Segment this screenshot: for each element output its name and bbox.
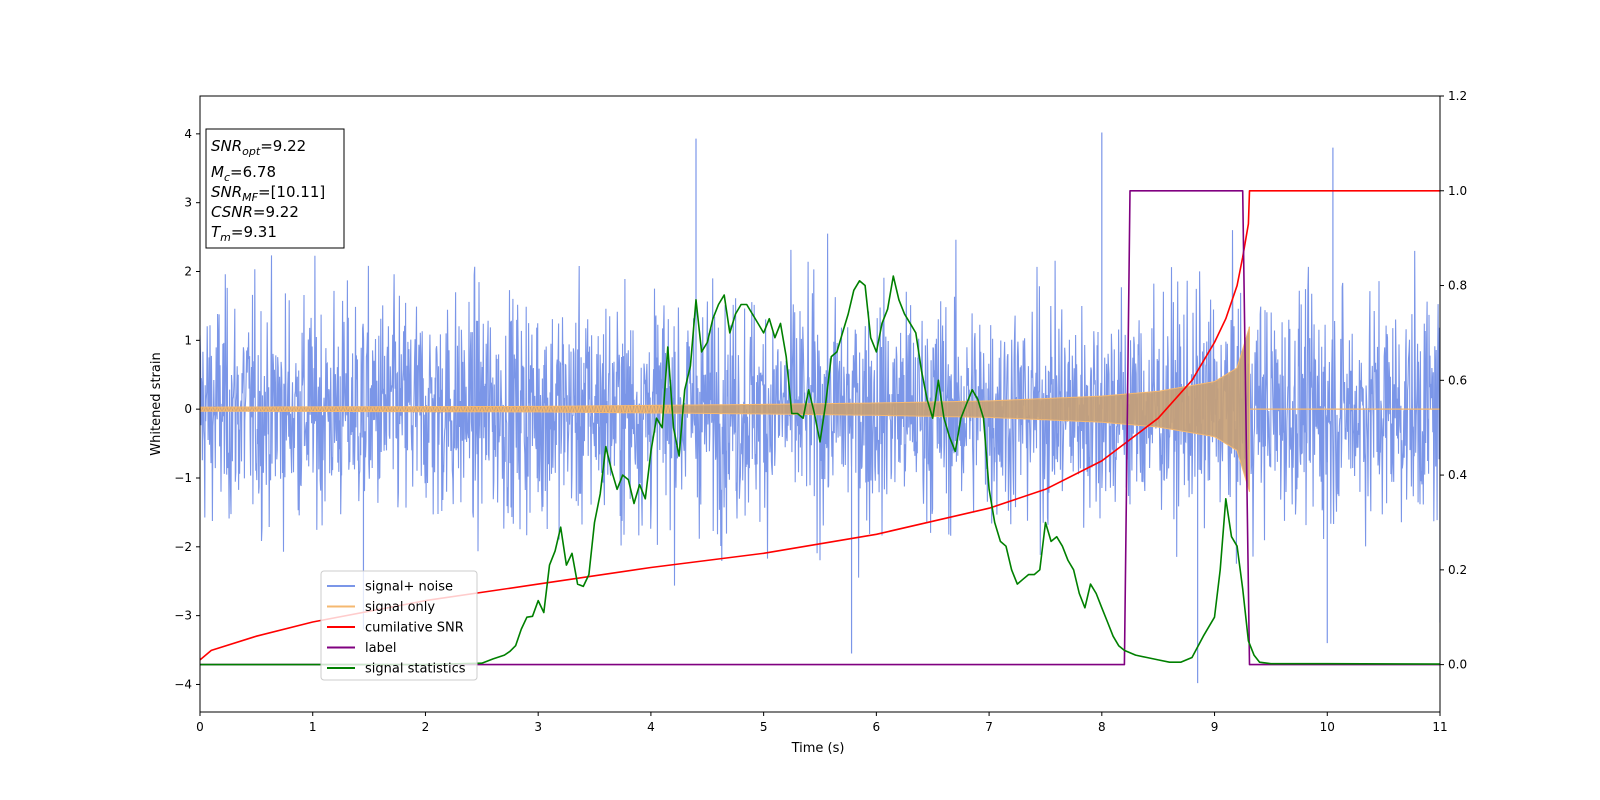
y-axis-label: Whitened strain xyxy=(149,352,164,455)
x-axis-label: Time (s) xyxy=(791,741,845,756)
y2-tick-label: 0.8 xyxy=(1448,279,1467,293)
series-label xyxy=(200,190,1440,666)
x-tick-label: 8 xyxy=(1098,720,1106,734)
annotation-line: CSNR=9.22 xyxy=(211,203,299,221)
y-tick-label: 3 xyxy=(184,196,192,210)
x-tick-label: 3 xyxy=(534,720,542,734)
y-tick-label: 1 xyxy=(184,333,192,347)
y-axis-right: 0.0 0.2 0.4 0.6 0.8 1.0 1.2 xyxy=(1440,89,1467,672)
series-signal-statistics xyxy=(200,275,1440,666)
x-tick-label: 6 xyxy=(873,720,881,734)
series-signal-only xyxy=(200,326,1440,492)
legend: signal+ noise signal only cumilative SNR la… xyxy=(320,570,478,681)
x-tick-label: 11 xyxy=(1432,720,1447,734)
annotation-line: SNRopt=9.22 xyxy=(211,137,306,158)
annotation-line: SNRMF=[10.11] xyxy=(211,183,325,204)
annotation-frame xyxy=(205,128,345,249)
y-axis-left: −4 −3 −2 −1 0 1 2 3 4 xyxy=(174,127,200,691)
y-tick-label: 2 xyxy=(184,265,192,279)
y2-tick-label: 0.6 xyxy=(1448,373,1467,387)
y2-tick-label: 0.4 xyxy=(1448,468,1467,482)
x-tick-label: 1 xyxy=(309,720,317,734)
y2-tick-label: 1.2 xyxy=(1448,89,1467,103)
y2-tick-label: 0.2 xyxy=(1448,563,1467,577)
legend-label: cumilative SNR xyxy=(365,621,464,636)
annotation-box: SNRopt=9.22 Mc=6.78SNRMF=[10.11]CSNR=9.22… xyxy=(205,128,345,249)
y2-tick-label: 0.0 xyxy=(1448,658,1467,672)
y2-tick-label: 1.0 xyxy=(1448,184,1467,198)
chirp-wave xyxy=(200,404,674,415)
x-tick-label: 4 xyxy=(647,720,655,734)
x-tick-label: 2 xyxy=(422,720,430,734)
x-tick-label: 5 xyxy=(760,720,768,734)
y-tick-label: 0 xyxy=(184,402,192,416)
x-tick-label: 10 xyxy=(1320,720,1335,734)
annotation-line: Tm=9.31 xyxy=(211,223,277,244)
series-line xyxy=(200,190,1440,666)
legend-label: signal+ noise xyxy=(365,580,453,595)
y-tick-label: 4 xyxy=(184,127,192,141)
legend-label: signal statistics xyxy=(365,662,466,677)
plot-frame xyxy=(199,95,1441,713)
x-tick-label: 7 xyxy=(985,720,993,734)
legend-label: label xyxy=(365,641,396,656)
x-tick-label: 9 xyxy=(1211,720,1219,734)
y-tick-label: −3 xyxy=(174,609,192,623)
chirp-envelope xyxy=(200,326,1250,492)
legend-frame xyxy=(320,570,478,681)
legend-label: signal only xyxy=(365,600,435,615)
y-tick-label: −2 xyxy=(174,540,192,554)
series-line xyxy=(200,275,1440,666)
y-tick-label: −1 xyxy=(174,471,192,485)
x-axis: 0 1 2 3 4 5 6 7 8 9 10 11 xyxy=(196,712,1448,734)
plot-area xyxy=(200,132,1440,684)
x-tick-label: 0 xyxy=(196,720,204,734)
y-tick-label: −4 xyxy=(174,677,192,691)
annotation-line: Mc=6.78 xyxy=(211,163,276,184)
